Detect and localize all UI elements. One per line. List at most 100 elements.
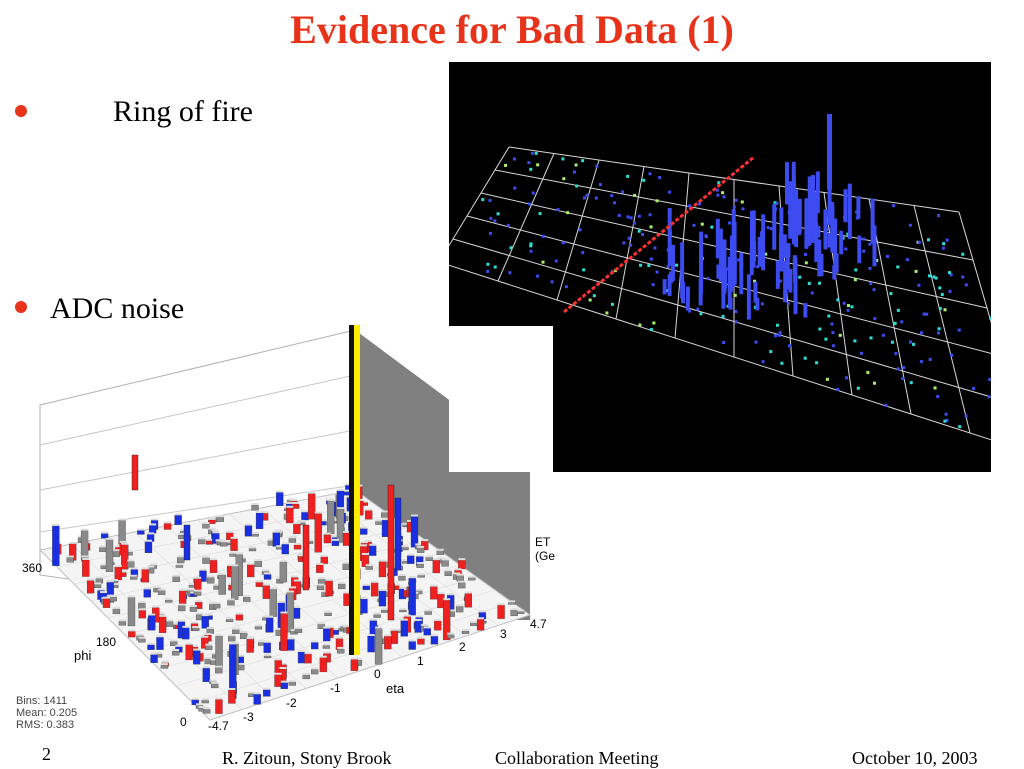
lego-bar	[147, 644, 155, 650]
event-hit	[530, 151, 534, 155]
lego-bar	[378, 561, 387, 578]
eta-tick-1: 1	[417, 654, 424, 668]
event-hit	[818, 281, 822, 285]
lego-bar-top	[420, 623, 428, 626]
event-hit	[912, 342, 916, 346]
event-hit	[626, 174, 630, 178]
lego-bar-top	[290, 629, 298, 632]
lego-bar	[191, 627, 200, 632]
event-hit	[909, 381, 913, 385]
lego-bar-top	[215, 634, 223, 637]
event-hit	[988, 377, 991, 381]
lego-bar-top	[263, 640, 271, 643]
lego-bar	[156, 637, 164, 650]
lego-bar-top	[318, 577, 326, 580]
event-hit	[481, 198, 485, 202]
event-hit	[637, 229, 641, 233]
lego-bar-top	[264, 653, 272, 656]
lego-bar-top	[255, 580, 263, 583]
event-hit	[896, 308, 900, 312]
lego-bar	[375, 521, 383, 525]
lego-bar	[202, 557, 210, 564]
event-hit	[917, 240, 921, 244]
lego-bar	[215, 699, 223, 714]
lego-bar-top	[111, 579, 119, 582]
lego-bar-top	[211, 529, 219, 532]
lego-bar	[510, 609, 518, 617]
lego-bar	[82, 559, 90, 577]
event-tower	[870, 198, 875, 244]
lego-bar-top	[82, 557, 90, 560]
lego-bar	[144, 541, 153, 554]
lego-bar-top	[470, 620, 478, 623]
lego-bar-top	[367, 633, 375, 636]
lego-bar-top	[202, 666, 210, 669]
event-hit	[488, 231, 492, 235]
event-hit	[626, 215, 630, 219]
event-hit	[943, 308, 947, 312]
event-hit	[844, 376, 848, 380]
lego-bar-top	[510, 608, 518, 611]
event-hit	[704, 234, 708, 238]
lego-tall-bar	[302, 524, 310, 591]
lego-bar-top	[293, 522, 301, 525]
event-hit	[873, 381, 877, 385]
lego-bar-top	[275, 627, 283, 630]
lego-bar-top	[191, 697, 199, 700]
lego-bar-top	[198, 706, 206, 709]
lego-bar-top	[226, 617, 234, 620]
lego-bar	[436, 550, 444, 555]
lego-bar-top	[164, 521, 172, 524]
event-hit	[850, 305, 854, 309]
lego-bar-top	[206, 626, 214, 629]
event-hit	[531, 191, 535, 195]
lego-bar-top	[246, 637, 254, 640]
lego-bar-top	[293, 579, 301, 582]
event-hit	[937, 327, 941, 331]
lego-bar	[137, 530, 145, 535]
lego-bar-top	[178, 532, 186, 535]
event-tower	[804, 198, 809, 249]
lego-bar-top	[231, 564, 239, 567]
event-tower	[823, 209, 828, 250]
lego-bar-top	[149, 523, 157, 526]
event-hit	[488, 199, 492, 203]
event-tower	[721, 281, 726, 309]
lego-bar-top	[201, 614, 209, 617]
event-hit	[692, 223, 696, 227]
ring-of-fire-track	[563, 155, 755, 314]
lego-bar	[251, 533, 259, 537]
lego-bar-top	[416, 554, 424, 557]
event-hit	[890, 340, 894, 344]
eta-tick-4.7: 4.7	[530, 617, 547, 631]
lego-bar-top	[137, 528, 145, 531]
lego-bar	[251, 504, 259, 511]
lego-bar-top	[281, 542, 289, 545]
event-tower	[815, 171, 820, 214]
lego-bar-top	[415, 615, 423, 618]
event-tower	[718, 228, 723, 282]
lego-bar	[408, 641, 416, 650]
lego-bar-top	[434, 618, 442, 621]
footer-author: R. Zitoun, Stony Brook	[222, 748, 392, 768]
lego-bar-top	[277, 600, 285, 603]
lego-bar	[398, 575, 406, 581]
lego-bar-top	[279, 667, 287, 670]
lego-bar	[102, 598, 111, 608]
lego-bar	[416, 563, 424, 568]
lego-bar	[212, 603, 221, 609]
lego-bar	[337, 648, 345, 654]
lego-bar-top	[69, 541, 77, 544]
event-hit	[818, 327, 822, 331]
event-hit	[778, 331, 782, 335]
event-hit	[573, 170, 577, 174]
lego-bar-top	[335, 636, 343, 639]
lego-bar-top	[210, 516, 218, 519]
lego-bar-top	[192, 626, 200, 629]
event-hit	[838, 333, 842, 337]
lego-bar-top	[401, 545, 409, 548]
lego-bar-top	[230, 536, 238, 539]
lego-bar-top	[508, 600, 516, 603]
lego-bar	[148, 525, 157, 534]
lego-bar-top	[375, 519, 383, 522]
